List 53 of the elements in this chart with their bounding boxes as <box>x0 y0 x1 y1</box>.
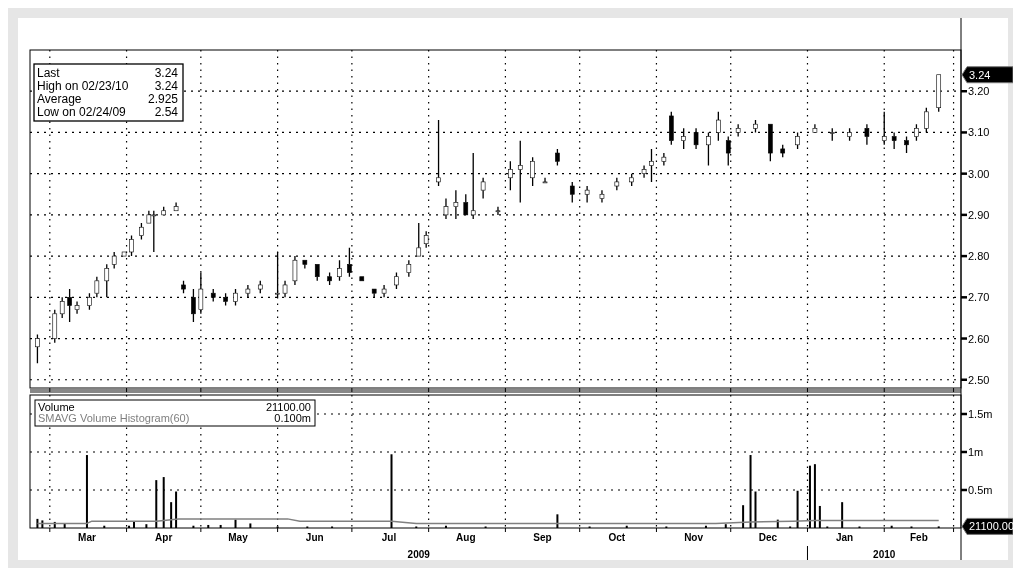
y-tick-label: 3.10 <box>968 126 990 139</box>
x-tick-label: Sep <box>533 532 552 543</box>
annotation: 2.54 <box>154 105 179 119</box>
annotation: Average <box>37 92 82 106</box>
text: 3.24 <box>969 68 991 81</box>
candlestick <box>173 201 179 212</box>
candlestick <box>282 280 288 298</box>
x-tick-label: Mar <box>78 532 96 543</box>
annotation: 21100.00 <box>265 401 311 413</box>
candlestick <box>94 276 100 298</box>
x-tick-label: Apr <box>155 532 173 543</box>
x-tick-label: Aug <box>456 532 476 543</box>
annotation: 3.24 <box>154 66 179 80</box>
candlestick <box>104 263 110 298</box>
text: 2010 <box>873 549 896 560</box>
y-tick-label: 2.90 <box>968 208 990 221</box>
y-tick-label: 0.5m <box>968 484 993 496</box>
candlestick <box>599 189 605 204</box>
y-tick-label: 3.00 <box>968 167 990 180</box>
text: 2009 <box>407 549 431 560</box>
annotation: 2.925 <box>147 92 179 106</box>
text: Volume <box>38 401 75 413</box>
y-tick-label: 2.60 <box>968 332 990 345</box>
x-tick-label: May <box>228 532 249 543</box>
y-tick-label: 2.70 <box>968 291 990 304</box>
x-tick-label: Jul <box>381 532 397 543</box>
annotation: Last <box>37 66 61 80</box>
annotation: 3.24 <box>154 79 179 93</box>
x-tick-label: Jun <box>305 532 324 543</box>
candlestick <box>74 300 80 315</box>
candlestick <box>812 123 818 133</box>
x-tick-label: Jan <box>836 532 854 543</box>
candlestick <box>542 177 548 184</box>
y-tick-label: 2.80 <box>968 250 990 263</box>
x-tick-label: Nov <box>684 532 704 543</box>
y-tick-label: 1m <box>968 446 984 458</box>
candlestick <box>480 177 486 200</box>
candlestick <box>661 152 667 167</box>
y-tick-label: 1.5m <box>968 408 993 420</box>
candlestick <box>381 284 387 298</box>
x-tick-label: Oct <box>608 532 626 543</box>
text: 21100.00 <box>969 520 1015 533</box>
annotation: Low on 02/24/09 <box>37 105 127 119</box>
y-tick-label: 3.20 <box>968 85 990 98</box>
x-tick-label: Dec <box>758 532 778 543</box>
text: SMAVG Volume Histogram(60) <box>38 412 190 424</box>
annotation: High on 02/23/10 <box>37 79 129 93</box>
candlestick <box>584 185 590 204</box>
y-tick-label: 2.50 <box>968 373 990 386</box>
x-tick-label: Feb <box>910 532 928 543</box>
candlestick <box>35 333 40 364</box>
annotation: 0.100m <box>274 412 311 424</box>
candlestick <box>693 127 699 150</box>
